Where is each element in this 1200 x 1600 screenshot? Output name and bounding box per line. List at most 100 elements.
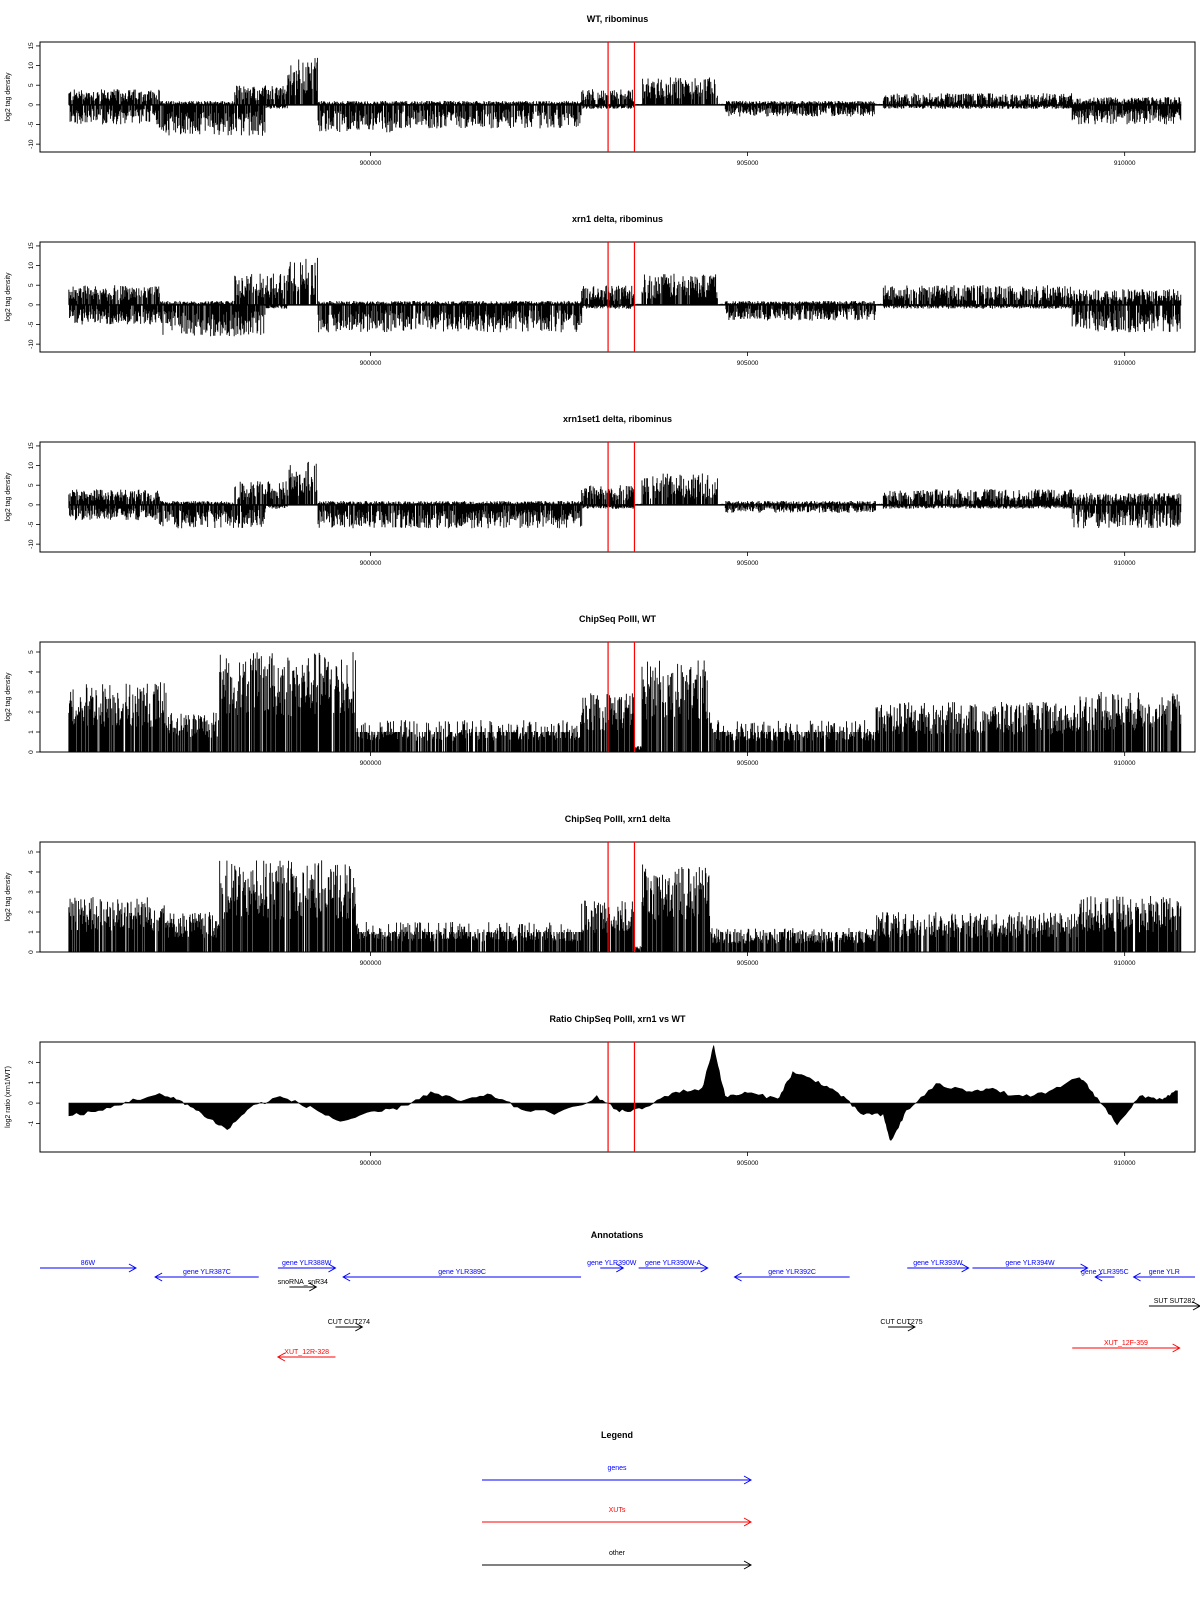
y-tick-label: 1 — [28, 930, 35, 934]
x-tick-label: 900000 — [360, 760, 382, 767]
y-tick-label: 5 — [28, 283, 35, 287]
other-feature-arrowhead — [309, 1282, 318, 1292]
legend: Legend genes XUTs other — [482, 1430, 753, 1570]
y-tick-label: 0 — [28, 1101, 35, 1105]
gene-label: gene YLR395C — [1081, 1269, 1129, 1276]
x-tick-label: 910000 — [1114, 160, 1136, 167]
gene-label: gene YLR390W — [587, 1260, 637, 1267]
y-tick-label: 10 — [28, 262, 35, 270]
x-tick-label: 910000 — [1114, 960, 1136, 967]
legend-arrowhead — [743, 1560, 753, 1570]
gene-label: 86W — [81, 1260, 96, 1267]
other-feature-label: CUT CUT275 — [880, 1319, 922, 1326]
gene-arrowhead — [616, 1263, 625, 1273]
legend-label: XUTs — [609, 1507, 626, 1514]
y-tick-label: 2 — [28, 910, 35, 914]
chart-title: WT, ribominus — [587, 14, 649, 24]
y-tick-label: 4 — [28, 670, 35, 674]
y-tick-label: 1 — [28, 1081, 35, 1085]
chart-panel: WT, ribominus log2 tag density 15 10 5 0 -5 -10… — [5, 14, 1196, 167]
y-tick-label: 2 — [28, 1060, 35, 1064]
plot-frame — [39, 441, 1196, 553]
y-tick-label: 15 — [28, 242, 35, 250]
y-tick-label: -5 — [28, 121, 35, 127]
other-feature-arrowhead — [1192, 1301, 1200, 1311]
y-tick-label: 4 — [28, 870, 35, 874]
y-tick-label: 0 — [28, 303, 35, 307]
x-tick-label: 910000 — [1114, 1160, 1136, 1167]
y-tick-label: -10 — [28, 539, 35, 549]
gene-arrowhead — [342, 1272, 351, 1282]
y-tick-label: -5 — [28, 521, 35, 527]
x-tick-label: 900000 — [360, 160, 382, 167]
gene-label: gene YLR388W — [282, 1260, 332, 1267]
gene-label: gene YLR392C — [768, 1269, 816, 1276]
chart-panel: ChipSeq PolII, WT log2 tag density 5 4 3 2 1 0 9… — [5, 614, 1196, 767]
y-tick-label: 15 — [28, 442, 35, 450]
y-tick-label: -10 — [28, 339, 35, 349]
y-tick-label: 2 — [28, 710, 35, 714]
y-tick-label: 5 — [28, 850, 35, 854]
x-tick-label: 905000 — [737, 560, 759, 567]
xut-arrowhead — [1172, 1343, 1181, 1353]
x-tick-label: 905000 — [737, 760, 759, 767]
signal-bars — [68, 257, 1182, 337]
y-tick-label: 5 — [28, 83, 35, 87]
y-axis-label: log2 tag density — [5, 472, 12, 522]
x-tick-label: 910000 — [1114, 760, 1136, 767]
legend-label: genes — [607, 1465, 627, 1472]
gene-arrowhead — [961, 1263, 970, 1273]
y-tick-label: 5 — [28, 483, 35, 487]
gene-arrowhead — [733, 1272, 742, 1282]
other-feature-label: snoRNA_snR34 — [278, 1279, 328, 1286]
y-tick-label: 10 — [28, 62, 35, 70]
x-tick-label: 905000 — [737, 360, 759, 367]
y-tick-label: 3 — [28, 690, 35, 694]
y-tick-label: -10 — [28, 139, 35, 149]
chart-panel: xrn1set1 delta, ribominus log2 tag densit… — [5, 414, 1196, 567]
xut-label: XUT_12F-359 — [1104, 1340, 1148, 1347]
x-tick-label: 905000 — [737, 160, 759, 167]
annotations-title: Annotations — [591, 1230, 644, 1240]
gene-label: gene YLR387C — [183, 1269, 231, 1276]
other-feature-arrowhead — [355, 1322, 364, 1332]
annotations: Annotations 86W gene YLR387C gene YLR388W ge… — [40, 1230, 1200, 1362]
y-axis-label: log2 tag density — [5, 872, 12, 922]
x-tick-label: 900000 — [360, 560, 382, 567]
xut-label: XUT_12R-328 — [284, 1349, 329, 1356]
y-tick-label: 0 — [28, 950, 35, 954]
x-tick-label: 910000 — [1114, 560, 1136, 567]
gene-arrowhead — [1094, 1272, 1103, 1282]
x-tick-label: 905000 — [737, 1160, 759, 1167]
gene-arrowhead — [1132, 1272, 1141, 1282]
gene-arrowhead — [1080, 1263, 1089, 1273]
chart-title: ChipSeq PolII, WT — [579, 614, 656, 624]
gene-arrowhead — [328, 1263, 337, 1273]
y-axis-label: log2 tag density — [5, 272, 12, 322]
y-tick-label: 0 — [28, 750, 35, 754]
legend-arrowhead — [743, 1517, 753, 1527]
plot-frame — [39, 1041, 1196, 1153]
chart-title: Ratio ChipSeq PolII, xrn1 vs WT — [549, 1014, 686, 1024]
chart-title: xrn1 delta, ribominus — [572, 214, 663, 224]
gene-arrowhead — [128, 1263, 137, 1273]
xut-arrowhead — [276, 1352, 286, 1362]
other-feature-label: SUT SUT282 — [1154, 1298, 1196, 1305]
legend-label: other — [609, 1550, 626, 1557]
y-tick-label: -5 — [28, 321, 35, 327]
y-tick-label: 0 — [28, 103, 35, 107]
x-tick-label: 910000 — [1114, 360, 1136, 367]
x-tick-label: 900000 — [360, 960, 382, 967]
gene-arrowhead — [700, 1263, 709, 1273]
chart-panel: ChipSeq PolII, xrn1 delta log2 tag densit… — [5, 814, 1196, 967]
x-tick-label: 900000 — [360, 360, 382, 367]
gene-label: gene YLR394W — [1005, 1260, 1055, 1267]
y-tick-label: 3 — [28, 890, 35, 894]
y-axis-label: log2 ratio (xrn1/WT) — [5, 1066, 12, 1128]
signal-bars — [68, 652, 1182, 752]
y-tick-label: 15 — [28, 42, 35, 50]
y-axis-label: log2 tag density — [5, 72, 12, 122]
plot-frame — [39, 41, 1196, 153]
signal-bars — [68, 57, 1182, 136]
y-tick-label: 10 — [28, 462, 35, 470]
